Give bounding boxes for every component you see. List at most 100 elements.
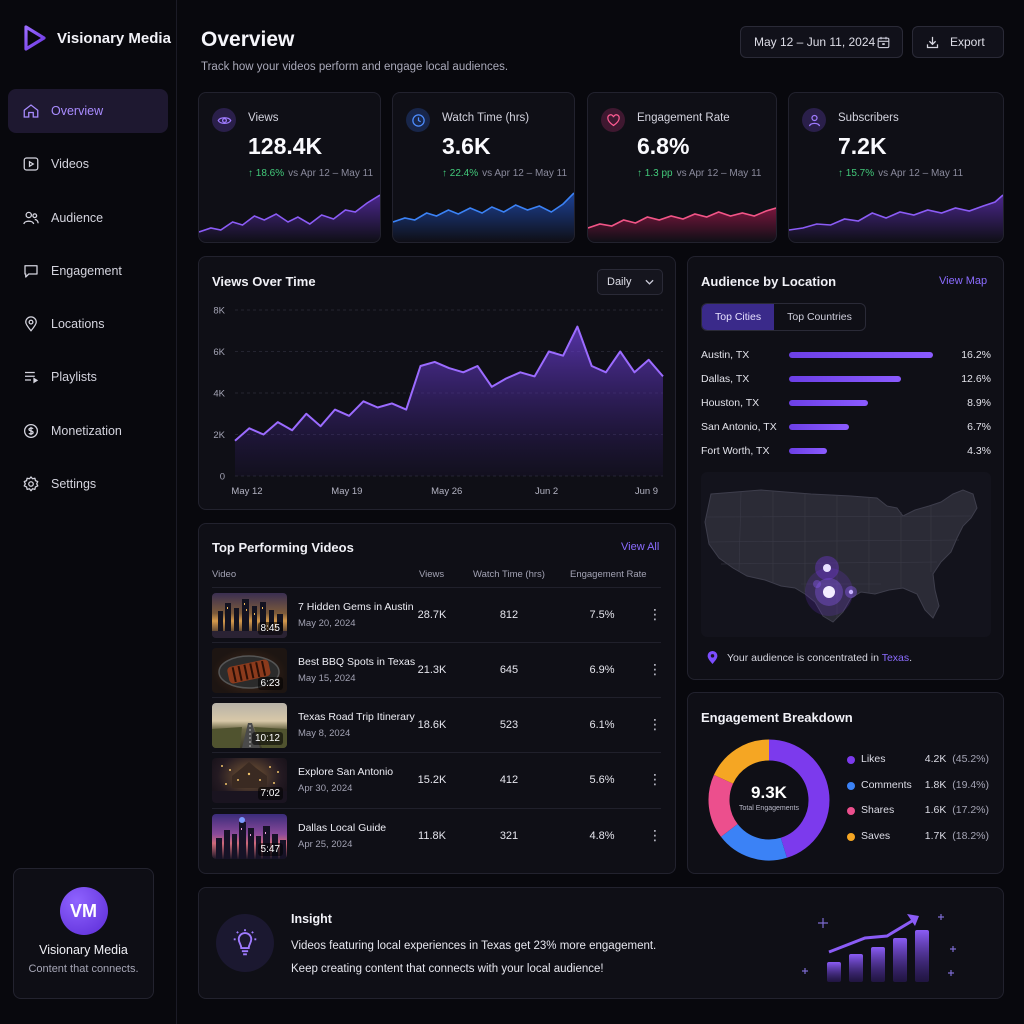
location-pin-icon (707, 651, 718, 664)
brand-name: Visionary Media (57, 29, 171, 47)
brand[interactable]: Visionary Media (22, 24, 171, 52)
video-engagement-rate: 4.8% (589, 830, 615, 842)
x-tick-label: Jun 9 (635, 486, 658, 497)
video-duration: 10:12 (251, 732, 283, 745)
sidebar-item-engagement[interactable]: Engagement (8, 249, 168, 293)
video-engagement-rate: 7.5% (589, 609, 615, 621)
audience-note-place[interactable]: Texas (881, 652, 910, 664)
donut-total: 9.3K (751, 783, 787, 802)
city-row: Houston, TX 8.9% (701, 397, 991, 411)
video-title[interactable]: Explore San Antonio (298, 766, 394, 778)
table-row[interactable]: 8:45 7 Hidden Gems in Austin May 20, 202… (212, 587, 662, 642)
kpi-label: Watch Time (hrs) (442, 112, 530, 124)
video-thumbnail[interactable]: 8:45 (212, 593, 287, 638)
views-over-time-card: Views Over Time Daily 0 2K 4K 6K 8K May 12 May… (198, 256, 676, 510)
video-title[interactable]: Texas Road Trip Itinerary (298, 711, 415, 723)
kpi-delta: ↑ 18.6% vs Apr 12 – May 11 (248, 168, 373, 179)
us-audience-map[interactable] (701, 472, 991, 637)
city-bar (789, 424, 849, 430)
sidebar-item-videos[interactable]: Videos (8, 142, 168, 186)
chat-icon (24, 265, 38, 278)
city-row: Fort Worth, TX 4.3% (701, 445, 991, 459)
video-thumbnail[interactable]: 5:47 (212, 814, 287, 859)
export-button[interactable]: Export (912, 26, 1004, 58)
more-options-icon[interactable]: ⋮ (648, 661, 662, 677)
video-duration: 8:45 (257, 622, 283, 635)
kpi-card-engagement-rate[interactable]: Engagement Rate 6.8% ↑ 1.3 pp vs Apr 12 –… (587, 92, 777, 243)
table-row[interactable]: 5:47 Dallas Local Guide Apr 25, 2024 11.… (212, 808, 662, 863)
video-date: Apr 30, 2024 (298, 783, 353, 794)
card-title: Views Over Time (212, 274, 316, 289)
video-date: May 8, 2024 (298, 728, 351, 739)
sidebar-item-playlists[interactable]: Playlists (8, 355, 168, 399)
video-title[interactable]: 7 Hidden Gems in Austin (298, 601, 414, 613)
kpi-card-views[interactable]: Views 128.4K ↑ 18.6% vs Apr 12 – May 11 (198, 92, 381, 243)
video-thumbnail[interactable]: 7:02 (212, 758, 287, 803)
table-row[interactable]: 10:12 Texas Road Trip Itinerary May 8, 2… (212, 697, 662, 752)
sidebar-item-locations[interactable]: Locations (8, 302, 168, 346)
tab-top-cities[interactable]: Top Cities (702, 304, 775, 330)
table-row[interactable]: 6:23 Best BBQ Spots in Texas May 15, 202… (212, 642, 662, 697)
sidebar-item-label: Videos (51, 157, 89, 172)
sidebar-item-settings[interactable]: Settings (8, 462, 168, 506)
sidebar-item-audience[interactable]: Audience (8, 196, 168, 240)
legend-item: Comments 1.8K (19.4%) (847, 779, 989, 793)
more-options-icon[interactable]: ⋮ (648, 771, 662, 787)
kpi-value: 128.4K (248, 133, 323, 159)
legend-value: 1.6K (17.2%) (924, 804, 989, 816)
kpi-card-subscribers[interactable]: Subscribers 7.2K ↑ 15.7% vs Apr 12 – May … (788, 92, 1004, 243)
card-title: Audience by Location (701, 274, 837, 289)
video-title[interactable]: Best BBQ Spots in Texas (298, 656, 416, 668)
sidebar-item-monetization[interactable]: Monetization (8, 409, 168, 453)
city-percent: 12.6% (961, 373, 991, 385)
kpi-label: Subscribers (838, 112, 899, 124)
view-map-link[interactable]: View Map (939, 275, 988, 287)
video-date: May 20, 2024 (298, 618, 356, 629)
granularity-select[interactable]: Daily (597, 269, 663, 295)
donut-slice-comments (720, 823, 787, 861)
audience-note: Your audience is concentrated in Texas. (727, 652, 912, 664)
views-area (235, 326, 663, 476)
calendar-icon (877, 36, 890, 49)
card-title: Engagement Breakdown (701, 710, 853, 725)
video-thumbnail[interactable]: 10:12 (212, 703, 287, 748)
tab-top-countries[interactable]: Top Countries (787, 311, 852, 323)
city-percent: 4.3% (967, 445, 991, 457)
more-options-icon[interactable]: ⋮ (648, 606, 662, 622)
city-percent: 8.9% (967, 397, 991, 409)
download-icon (926, 36, 939, 48)
kpi-label: Views (248, 112, 279, 124)
legend-label: Comments (861, 779, 912, 791)
table-row[interactable]: 7:02 Explore San Antonio Apr 30, 2024 15… (212, 752, 662, 807)
insight-line-1: Videos featuring local experiences in Te… (291, 940, 657, 952)
date-range-picker[interactable]: May 12 – Jun 11, 2024 (740, 26, 903, 58)
legend-value: 1.7K (18.2%) (924, 830, 989, 842)
kpi-delta: ↑ 22.4% vs Apr 12 – May 11 (442, 168, 567, 179)
x-tick-label: Jun 2 (535, 486, 558, 497)
kpi-compare: vs Apr 12 – May 11 (878, 168, 963, 179)
kpi-value: 3.6K (442, 133, 491, 159)
legend-dot (847, 833, 855, 841)
video-thumbnail[interactable]: 6:23 (212, 648, 287, 693)
video-date: Apr 25, 2024 (298, 839, 353, 850)
video-title[interactable]: Dallas Local Guide (298, 822, 387, 834)
views-line (234, 325, 664, 442)
city-name: Fort Worth, TX (701, 445, 770, 457)
legend-item: Likes 4.2K (45.2%) (847, 753, 989, 767)
clock-icon (406, 108, 430, 132)
sidebar-item-label: Overview (51, 104, 104, 118)
legend-item: Saves 1.7K (18.2%) (847, 830, 989, 844)
video-duration: 7:02 (257, 787, 283, 800)
sidebar-nav: Overview Videos Audience Engagement Loca… (8, 89, 168, 515)
engagement-donut-chart (708, 739, 830, 861)
city-bar (789, 448, 827, 454)
more-options-icon[interactable]: ⋮ (648, 827, 662, 843)
heart-icon (601, 108, 625, 132)
profile-card[interactable]: VM Visionary Media Content that connects… (13, 868, 154, 999)
sidebar-item-label: Playlists (51, 370, 97, 385)
kpi-card-watch-time[interactable]: Watch Time (hrs) 3.6K ↑ 22.4% vs Apr 12 –… (392, 92, 575, 243)
sidebar-item-overview[interactable]: Overview (8, 89, 168, 133)
card-title: Top Performing Videos (212, 540, 354, 555)
view-all-link[interactable]: View All (621, 541, 660, 553)
more-options-icon[interactable]: ⋮ (648, 716, 662, 732)
